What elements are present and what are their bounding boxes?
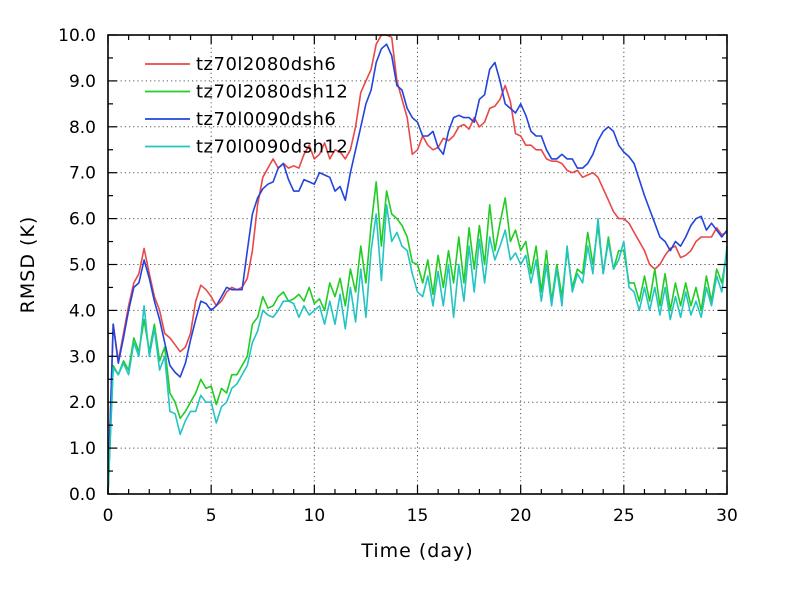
x-tick-label: 20 — [510, 506, 532, 526]
x-tick-label: 5 — [206, 506, 217, 526]
y-tick-label: 3.0 — [69, 347, 96, 367]
y-tick-label: 2.0 — [69, 393, 96, 413]
x-tick-label: 30 — [716, 506, 738, 526]
y-tick-label: 5.0 — [69, 256, 96, 276]
grid — [108, 35, 727, 494]
series-lines — [107, 34, 728, 495]
x-tick-labels: 0 5 10 15 20 25 30 — [103, 506, 738, 526]
y-tick-label: 0.0 — [69, 485, 96, 505]
y-tick-label: 6.0 — [69, 210, 96, 230]
x-tick-label: 15 — [407, 506, 429, 526]
legend-label: tz70l0090dsh12 — [196, 137, 348, 158]
x-axis-title: Time (day) — [360, 540, 473, 562]
series-line-2 — [107, 181, 728, 495]
y-tick-label: 8.0 — [69, 118, 96, 138]
legend-label: tz70l2080dsh12 — [196, 82, 348, 103]
y-tick-label: 4.0 — [69, 301, 96, 321]
x-tick-label: 10 — [304, 506, 326, 526]
y-tick-label: 10.0 — [58, 26, 96, 46]
legend: tz70l2080dsh6 tz70l2080dsh12 tz70l0090dsh6… — [145, 54, 348, 158]
x-tick-label: 25 — [613, 506, 635, 526]
y-tick-labels: 0.0 1.0 2.0 3.0 4.0 5.0 6.0 7.0 8.0 9.0 10.0 — [58, 26, 96, 505]
x-tick-label: 0 — [103, 506, 114, 526]
y-tick-label: 9.0 — [69, 72, 96, 92]
series-line-1 — [107, 34, 728, 495]
legend-label: tz70l2080dsh6 — [196, 54, 336, 75]
series-line-4 — [107, 204, 728, 495]
y-axis-title: RMSD (K) — [17, 216, 39, 314]
axis-ticks — [107, 34, 728, 495]
y-tick-label: 1.0 — [69, 439, 96, 459]
series-line-3 — [107, 43, 728, 495]
y-tick-label: 7.0 — [69, 164, 96, 184]
legend-label: tz70l0090dsh6 — [196, 109, 336, 130]
